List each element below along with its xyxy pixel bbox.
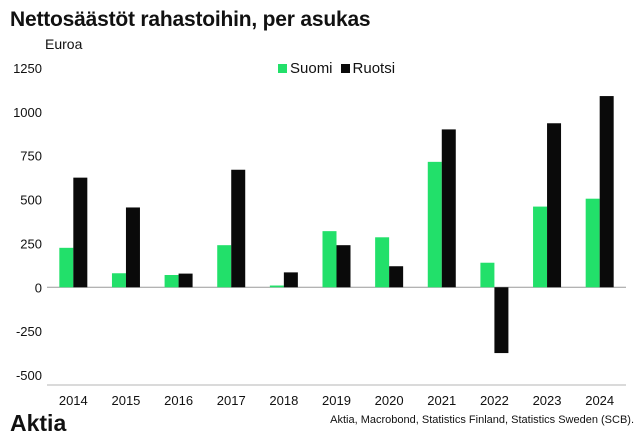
y-tick-label: -250	[16, 324, 42, 339]
source-note: Aktia, Macrobond, Statistics Finland, St…	[330, 414, 634, 426]
bar-suomi-2021	[427, 161, 442, 288]
bar-suomi-2023	[533, 206, 548, 288]
y-tick-label: 500	[20, 193, 42, 208]
bar-suomi-2017	[217, 245, 232, 288]
bar-ruotsi-2019	[336, 245, 351, 288]
x-tick-label: 2017	[217, 393, 246, 408]
bar-suomi-2018	[269, 285, 284, 288]
bar-ruotsi-2014	[73, 177, 88, 288]
bar-ruotsi-2022	[494, 287, 509, 354]
y-tick-label: -500	[16, 368, 42, 383]
chart-title: Nettosäästöt rahastoihin, per asukas	[10, 8, 371, 31]
x-tick-label: 2015	[111, 393, 140, 408]
bar-suomi-2024	[585, 198, 600, 288]
y-tick-label: 0	[35, 280, 42, 295]
bar-ruotsi-2023	[547, 123, 562, 288]
bar-ruotsi-2015	[125, 207, 140, 288]
x-tick-label: 2016	[164, 393, 193, 408]
bar-suomi-2016	[164, 275, 179, 288]
brand-logo-text: Aktia	[10, 410, 67, 436]
legend-label-suomi: Suomi	[290, 60, 333, 77]
x-tick-label: 2020	[375, 393, 404, 408]
x-tick-label: 2021	[427, 393, 456, 408]
bar-suomi-2015	[111, 273, 126, 288]
y-tick-label: 1250	[13, 61, 42, 76]
bar-suomi-2019	[322, 231, 337, 288]
bar-ruotsi-2016	[178, 273, 193, 288]
x-tick-label: 2022	[480, 393, 509, 408]
legend-swatch-ruotsi	[340, 64, 350, 73]
x-tick-label: 2019	[322, 393, 351, 408]
x-tick-label: 2024	[585, 393, 614, 408]
bar-suomi-2022	[480, 262, 495, 288]
bar-ruotsi-2020	[389, 266, 404, 288]
bar-suomi-2020	[375, 237, 390, 288]
y-tick-label: 750	[20, 149, 42, 164]
legend-item-suomi: Suomi	[278, 60, 333, 77]
bar-ruotsi-2017	[231, 169, 246, 288]
y-tick-label: 1000	[13, 105, 42, 120]
y-tick-label: 250	[20, 236, 42, 251]
bar-ruotsi-2024	[599, 96, 614, 288]
bar-suomi-2014	[59, 247, 74, 288]
legend: Suomi Ruotsi	[278, 60, 403, 77]
y-axis-unit-label: Euroa	[45, 36, 83, 52]
x-tick-label: 2018	[269, 393, 298, 408]
x-tick-label: 2023	[533, 393, 562, 408]
legend-swatch-suomi	[278, 64, 287, 73]
bar-ruotsi-2021	[441, 129, 456, 288]
bar-ruotsi-2018	[283, 272, 298, 288]
legend-item-ruotsi: Ruotsi	[340, 60, 396, 77]
x-tick-label: 2014	[59, 393, 88, 408]
legend-label-ruotsi: Ruotsi	[352, 60, 396, 77]
